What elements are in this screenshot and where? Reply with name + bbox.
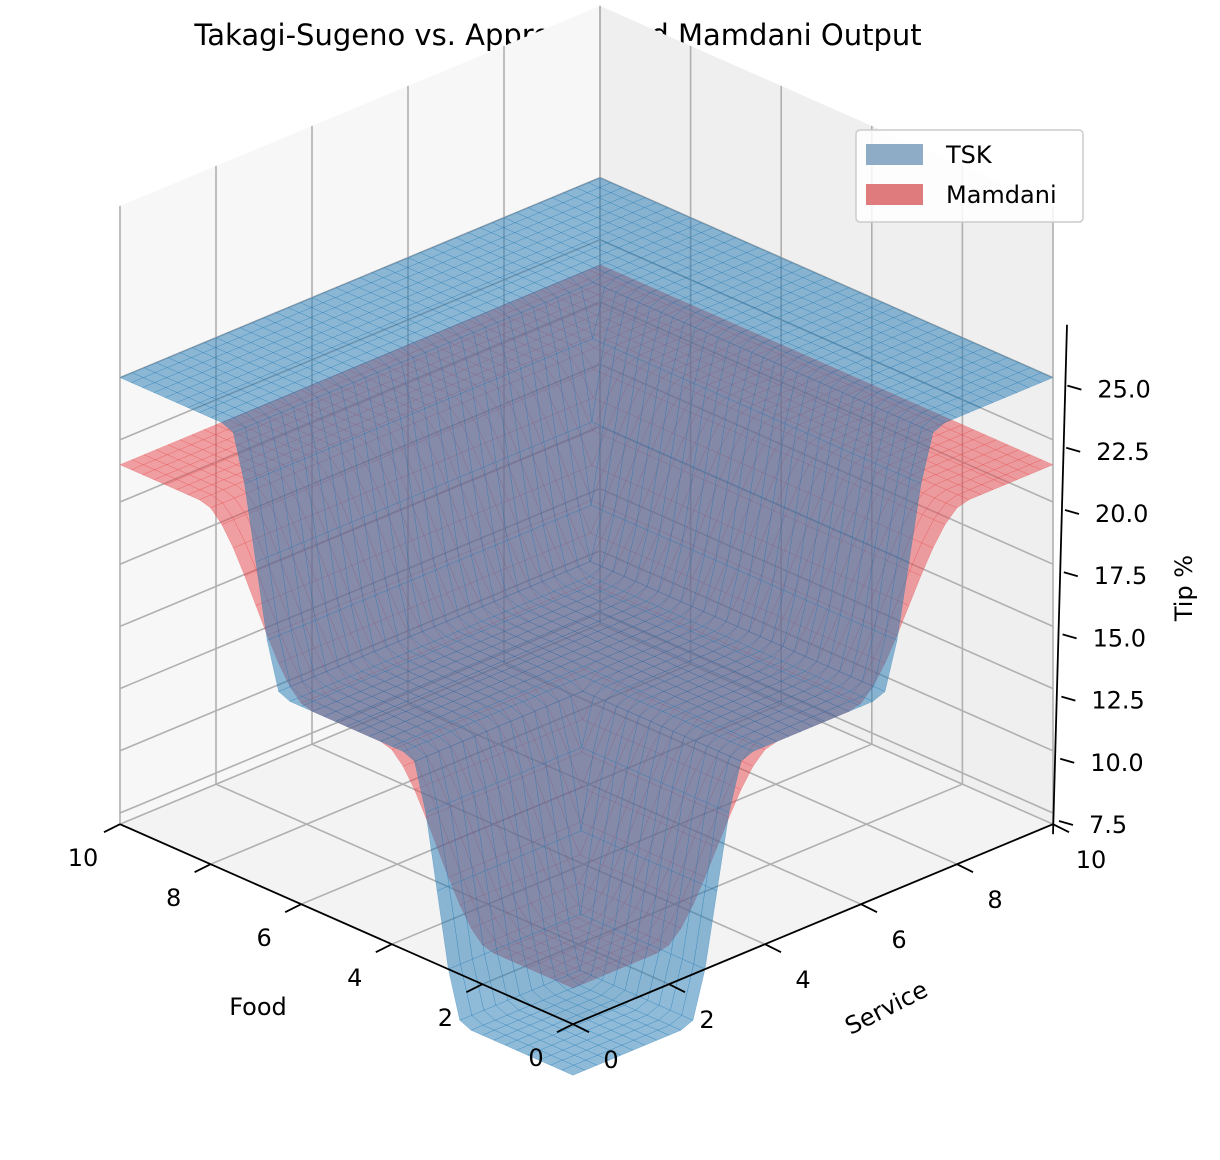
z-tick-mark [1058,820,1074,826]
x-tick-mark [556,1023,574,1034]
y-tick-mark [1052,823,1070,834]
legend-swatch-mamdani [866,184,923,205]
z-axis-label: Tip % [1170,555,1198,622]
z-tick-label: 15.0 [1093,624,1146,652]
y-tick-label: 0 [603,1046,618,1074]
x-tick-mark [103,823,121,834]
y-tick-mark [956,863,974,874]
legend-label-tsk: TSK [945,141,993,169]
z-tick-label: 25.0 [1097,376,1150,404]
x-tick-label: 10 [68,844,99,872]
x-tick-label: 4 [347,964,362,992]
y-tick-label: 10 [1076,846,1107,874]
z-tick-mark [1065,446,1081,453]
z-tick-mark [1062,633,1077,640]
legend-swatch-tsk [866,144,923,165]
x-tick-label: 2 [438,1004,453,1032]
y-tick-label: 6 [891,926,906,954]
z-tick-mark [1059,757,1075,764]
y-tick-mark [860,903,878,914]
x-tick-mark [284,903,302,914]
y-tick-mark [572,1023,590,1034]
y-tick-label: 4 [795,966,810,994]
x-tick-mark [465,983,483,994]
z-tick-mark [1063,571,1079,578]
y-tick-mark [764,943,782,954]
surface-plot [119,177,1054,1076]
z-tick-label: 12.5 [1091,687,1144,715]
z-axis-line [1052,324,1068,835]
surface-tsk [119,177,1054,1076]
z-tick-mark [1067,384,1082,391]
x-axis-label: Food [229,993,287,1021]
z-tick-mark [1064,509,1080,515]
legend: TSK Mamdani [855,129,1084,223]
z-tick-label: 22.5 [1096,438,1149,466]
y-tick-mark [668,983,686,994]
x-tick-mark [375,943,393,954]
surface-patch-tsk [561,1064,586,1076]
z-tick-label: 10.0 [1090,749,1143,777]
z-tick-label: 7.5 [1089,811,1127,839]
x-tick-mark [194,863,212,874]
x-tick-label: 8 [166,884,181,912]
axes: 0 2 4 6 8 10 0 2 4 6 8 10 7.5 10.0 12.5 15.0 17.5 20.0 22.… [68,324,1151,1074]
z-tick-label: 17.5 [1094,562,1147,590]
x-tick-label: 0 [528,1044,543,1072]
y-tick-label: 2 [699,1006,714,1034]
z-tick-label: 20.0 [1095,500,1148,528]
x-tick-label: 6 [257,924,272,952]
legend-label-mamdani: Mamdani [946,181,1057,209]
y-axis-label: Service [840,975,932,1040]
z-tick-mark [1061,695,1076,702]
x-axis-line [119,823,574,1026]
y-axis-line [572,823,1054,1026]
y-tick-label: 8 [987,886,1002,914]
